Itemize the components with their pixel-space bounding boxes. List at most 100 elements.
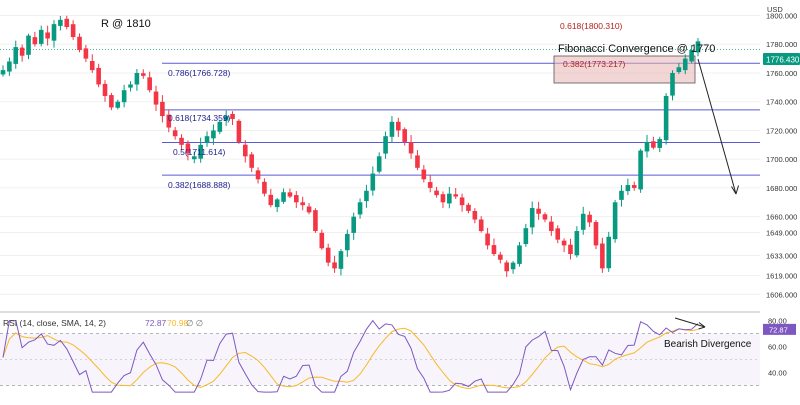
candle-body [249,154,254,168]
price-tick-label: 1660.000 [766,213,797,222]
candle-body [498,254,503,260]
candle-body [523,228,529,245]
candle-body [459,197,465,206]
candle-body [19,47,25,56]
candle-body [102,83,108,96]
fib-786-label: 0.786(1766.728) [168,68,231,78]
candle-body [332,262,337,269]
candle-body [555,228,561,240]
candle-body [115,101,121,108]
candle-body [274,199,280,208]
price-tick-label: 1760.000 [766,69,797,78]
candle-body [198,144,203,159]
candle-body [319,232,325,249]
candle-body [517,245,522,264]
rsi-sma-line [2,327,699,390]
candle-body [466,204,471,211]
candle-body [383,136,388,154]
candle-body [345,233,350,251]
candle-body [300,202,305,206]
candle-body [204,136,210,143]
candle-body [389,121,395,137]
candle-body [504,262,510,272]
candle-body [619,190,624,200]
candle-body [96,67,101,85]
candle-body [281,192,286,202]
candle-body [242,144,248,157]
candle-body [0,70,6,75]
candle-body [153,91,159,105]
rsi-value-badge [763,323,796,335]
candle-body [606,236,612,269]
candle-body [695,41,701,53]
candle-body [472,211,478,220]
rsi-title[interactable]: RSI (14, close, SMA, 14, 2) [3,318,106,328]
candle-body [440,194,446,203]
candle-body [536,208,541,214]
candle-body [408,142,414,154]
price-axis[interactable]: USD 1800.000 1780.000 1760.000 1740.000 1720… [763,5,800,299]
candle-body [568,244,573,255]
candle-body [179,137,184,145]
rsi-extra-values: ∅ ∅ [186,318,204,328]
candle-body [427,182,433,188]
candle-body [478,219,484,232]
candle-body [70,24,76,38]
candle-body [223,116,229,121]
candle-body [561,240,567,246]
divergence-label: Bearish Divergence [664,339,752,350]
candle-body [587,214,592,223]
divergence-arrow-line [674,317,706,328]
price-tick-label: 1606.000 [766,290,797,299]
currency-label: USD [767,5,783,14]
candle-body [625,185,631,192]
candle-body [38,29,44,44]
rsi-tick-label: 80.00 [768,317,787,326]
candle-body [185,143,191,154]
candle-body [77,36,82,50]
candle-body [121,90,127,103]
fib-500-label: 0.5(1711.614) [173,147,225,157]
candle-body [230,113,235,119]
candle-body [268,194,274,206]
candle-body [657,139,663,148]
candle-body [651,141,656,148]
rsi-value-badge-label: 72.87 [769,325,788,334]
projection-arrow-head [731,185,739,195]
candle-body [612,202,618,240]
candle-body [58,19,63,26]
rsi-axis-labels: 80.00 60.00 40.00 72.87 [763,317,796,378]
candle-body [45,32,50,39]
candle-body [638,150,643,190]
candlesticks [0,15,701,277]
rsi-value: 72.87 [145,318,167,328]
resistance-label: R @ 1810 [101,18,151,30]
candle-body [580,213,586,230]
rsi-pane [0,319,760,393]
candle-body [236,120,242,142]
candle-body [172,130,178,137]
fib-618-label: 0.618(1734.359) [168,113,231,123]
fib-382-label: 0.382(1688.888) [168,180,231,190]
candle-body [211,130,216,139]
candle-body [600,243,605,269]
candle-body [670,72,675,96]
candle-body [128,84,133,88]
price-tick-label: 1800.000 [766,11,797,20]
candle-body [549,221,554,232]
candle-body [689,49,694,62]
candle-body [370,173,376,191]
candle-body [325,247,331,263]
candle-body [593,222,599,246]
candle-body [421,169,427,180]
candle-body [32,37,38,45]
candle-body [357,202,363,215]
candle-body [294,195,299,203]
rsi-line [2,319,699,393]
fib-convergence-label: Fibonacci Convergence @ 1770 [558,43,715,55]
candle-body [338,251,344,269]
price-tick-label: 1700.000 [766,155,797,164]
price-tick-label: 1649.000 [766,228,797,237]
candle-body [147,77,152,91]
